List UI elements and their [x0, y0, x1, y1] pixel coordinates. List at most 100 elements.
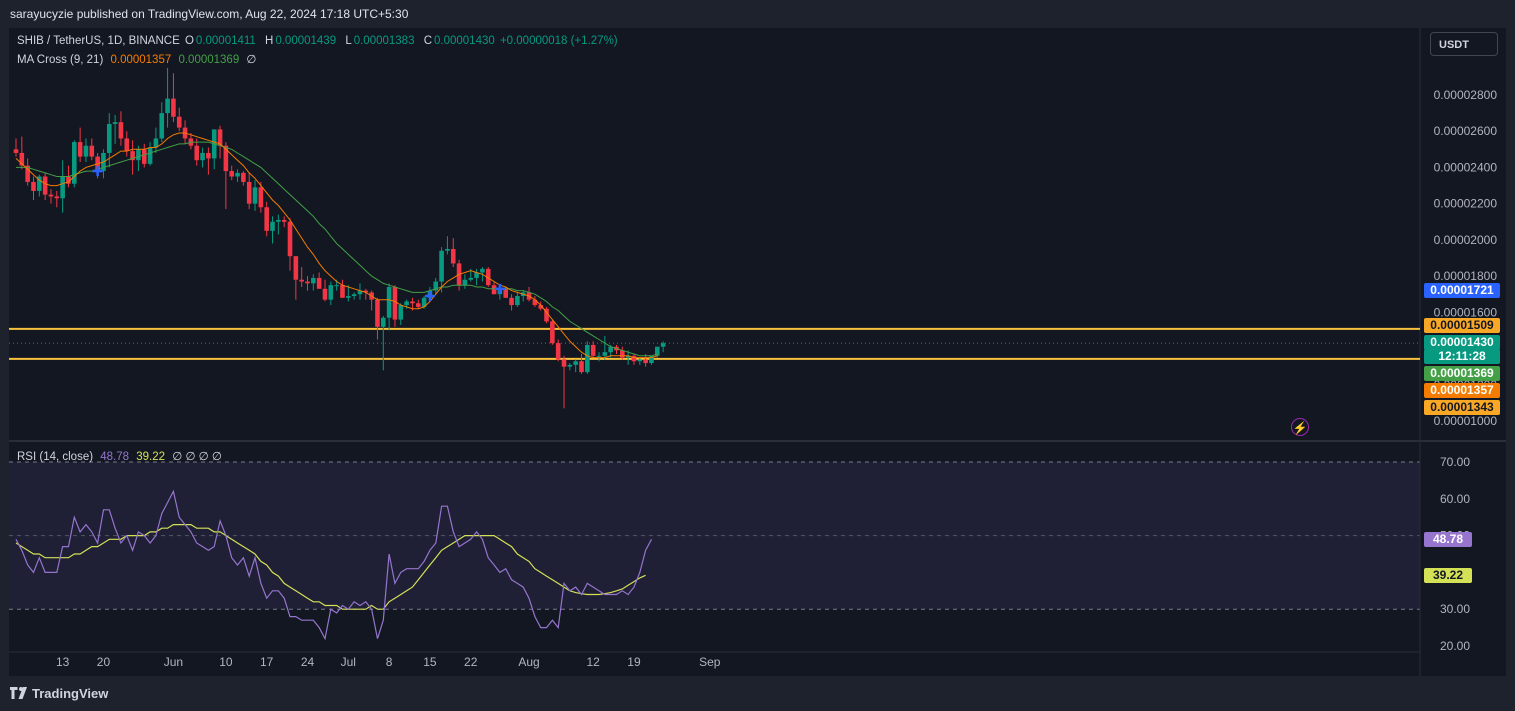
price-tag-ma-slow: 0.00001369: [1424, 366, 1500, 381]
candle-body: [649, 355, 654, 364]
rsi-extra: ∅ ∅ ∅ ∅: [172, 451, 222, 463]
price-axis-tick: 0.00002600: [1434, 124, 1498, 138]
candle-body: [281, 219, 287, 222]
candle-body: [433, 281, 439, 291]
candle-body: [421, 297, 427, 307]
crossover-marker: [424, 291, 435, 302]
candle-body: [415, 303, 421, 307]
time-axis-tick: Jul: [341, 655, 356, 669]
candle-body: [136, 149, 141, 161]
candle-body: [643, 359, 648, 364]
rsi-legend-value: 48.78: [100, 451, 130, 463]
candle-body: [655, 346, 660, 356]
candles: [13, 67, 666, 409]
ma-fast-value: 0.00001357: [110, 54, 172, 66]
candle-body: [106, 123, 112, 153]
candle-body: [585, 344, 590, 373]
rsi-legend: RSI (14, close) 48.78 39.22 ∅ ∅ ∅ ∅: [17, 449, 224, 463]
candle-body: [112, 122, 118, 124]
footer-brand-text: TradingView: [32, 686, 109, 701]
candle-body: [37, 176, 42, 191]
candle-body: [398, 305, 404, 320]
candle-body: [322, 288, 328, 300]
ma-legend: MA Cross (9, 21) 0.00001357 0.00001369 ∅: [17, 52, 258, 66]
candle-body: [515, 296, 520, 306]
candle-body: [287, 221, 293, 257]
rsi-line: [15, 489, 653, 641]
candle-body: [264, 207, 269, 231]
symbol-title: SHIB / TetherUS, 1D, BINANCE: [17, 35, 180, 47]
candle-body: [509, 297, 514, 306]
ma-extra: ∅: [246, 54, 257, 66]
price-tag-lower-line: 0.00001343: [1424, 400, 1500, 415]
price-axis-tick: 0.00002800: [1434, 88, 1498, 102]
rsi-label: RSI (14, close): [17, 451, 94, 463]
price-tag-crossover: 0.00001721: [1424, 283, 1500, 298]
change-value: +0.00000018 (+1.27%): [499, 35, 618, 47]
lightning-icon[interactable]: ⚡: [1291, 418, 1309, 436]
low-label: L: [345, 35, 352, 47]
rsi-axis-tick: 30.00: [1440, 602, 1470, 616]
candle-body: [229, 171, 235, 177]
candle-body: [357, 290, 363, 295]
candle-body: [171, 98, 176, 117]
candle-body: [450, 248, 456, 264]
price-axis-tick: 0.00002200: [1434, 197, 1498, 211]
candle-body: [532, 299, 538, 306]
rsi-axis-tick: 20.00: [1440, 639, 1470, 653]
close-value: 0.00001430: [434, 35, 495, 47]
candle-body: [252, 187, 258, 204]
candle-body: [573, 361, 578, 365]
price-tag-ma-fast: 0.00001357: [1424, 383, 1500, 398]
price-axis-tick: 0.00001000: [1434, 414, 1498, 428]
candle-body: [246, 181, 252, 204]
ma-slow-line: [16, 141, 658, 357]
candle-body: [340, 285, 345, 298]
candle-body: [194, 145, 200, 161]
ma-slow-value: 0.00001369: [178, 54, 240, 66]
candle-body: [439, 250, 444, 282]
candle-body: [25, 165, 30, 182]
candle-body: [42, 176, 48, 195]
candle-body: [328, 285, 334, 300]
candle-body: [48, 194, 54, 197]
candle-body: [19, 152, 25, 166]
time-axis-tick: 24: [301, 655, 315, 669]
candle-body: [77, 142, 83, 157]
candle-body: [485, 268, 491, 286]
footer-brand: TradingView: [10, 686, 108, 701]
candle-body: [631, 355, 637, 362]
price-axis-tick: 0.00002400: [1434, 160, 1498, 174]
time-axis-tick: 10: [219, 655, 233, 669]
rsi-ma-legend-value: 39.22: [136, 451, 166, 463]
candle-body: [608, 346, 613, 353]
candle-body: [165, 98, 170, 114]
price-axis-tick: 0.00002000: [1434, 233, 1498, 247]
candle-body: [241, 172, 246, 182]
chart-frame[interactable]: [9, 28, 1506, 676]
candle-body: [54, 196, 60, 199]
time-axis-tick: 17: [260, 655, 274, 669]
time-axis-tick: Sep: [699, 655, 721, 669]
publisher-line: sarayucyzie published on TradingView.com…: [10, 7, 409, 21]
currency-button[interactable]: USDT: [1430, 32, 1498, 56]
candle-body: [620, 350, 625, 358]
time-axis-tick: 12: [586, 655, 600, 669]
candle-body: [561, 359, 567, 367]
time-axis-tick: 19: [627, 655, 641, 669]
candle-body: [544, 308, 549, 322]
candle-body: [637, 359, 643, 362]
price-tag-countdown: 12:11:28: [1424, 349, 1500, 364]
candle-body: [316, 277, 322, 289]
ma-label: MA Cross (9, 21): [17, 54, 104, 66]
candle-body: [217, 129, 223, 146]
open-value: 0.00001411: [195, 35, 256, 47]
price-tag-last: 0.00001430: [1424, 335, 1500, 350]
candle-body: [159, 113, 165, 139]
candle-body: [480, 268, 485, 273]
time-axis-tick: 8: [386, 655, 393, 669]
symbol-legend: SHIB / TetherUS, 1D, BINANCE O 0.00001411…: [17, 35, 620, 47]
low-value: 0.00001383: [353, 35, 415, 47]
time-axis-tick: 15: [423, 655, 437, 669]
